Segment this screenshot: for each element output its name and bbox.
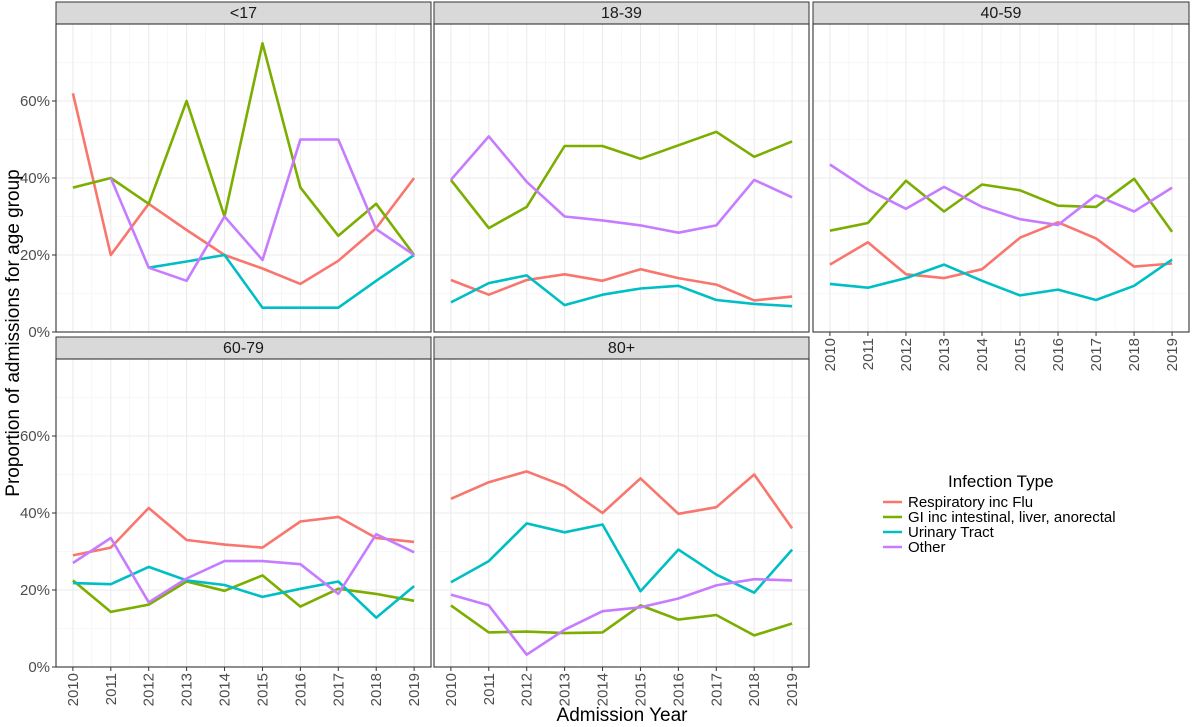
panels-layer: <17 18-39 40-59 60-79 80+ (55, 1, 1190, 668)
x-tick-label: 2016 (670, 673, 687, 706)
facet-4-border (433, 358, 810, 668)
legend-title: Infection Type (948, 472, 1054, 491)
facet-0-line-respiratory-inc-flu (71, 93, 416, 286)
legend-item-urinary-tract: Urinary Tract (883, 524, 995, 541)
x-axis-title: Admission Year (557, 705, 689, 726)
y-tick-label: 60% (20, 93, 50, 110)
facet-2-border (812, 23, 1190, 333)
facet-0-line-other (109, 138, 415, 283)
facet-3-line-respiratory-inc-flu (72, 506, 415, 557)
x-tick-label: 2016 (1050, 338, 1067, 371)
x-tick-label: 2017 (330, 673, 347, 706)
x-tick-label: 2013 (557, 673, 574, 706)
x-tick-label: 2019 (1164, 338, 1181, 371)
x-tick-label: 2013 (936, 338, 953, 371)
x-tick-label: 2016 (292, 673, 309, 706)
x-tick-label: 2014 (974, 338, 991, 371)
x-tick-label: 2019 (784, 673, 801, 706)
facet-2-line-respiratory-inc-flu (829, 221, 1173, 280)
y-tick-label: 0% (28, 659, 50, 676)
x-tick-label: 2014 (217, 673, 234, 706)
facet-0-line-urinary-tract (148, 253, 415, 309)
x-tick-label: 2012 (898, 338, 915, 371)
x-tick-label: 2015 (254, 673, 271, 706)
x-tick-label: 2019 (406, 673, 423, 706)
legend-label: Respiratory inc Flu (908, 494, 1033, 511)
facet-4-line-other (450, 577, 793, 656)
legend-item-gi-inc-intestinal-liver-anorectal: GI inc intestinal, liver, anorectal (883, 509, 1116, 526)
legend-label: Urinary Tract (908, 524, 995, 541)
facet-1-panel: 18-39 (433, 1, 810, 333)
x-tick-label: 2018 (368, 673, 385, 706)
facet-1-border (433, 23, 810, 333)
facet-3-line-urinary-tract (72, 565, 415, 619)
facet-2-strip-label: 40-59 (981, 5, 1022, 22)
facet-3-grid (56, 359, 431, 668)
facet-0-panel: <17 (55, 1, 432, 333)
x-tick-label: 2017 (1088, 338, 1105, 371)
y-tick-label: 0% (28, 324, 50, 341)
x-tick-label: 2015 (1012, 338, 1029, 371)
facet-1-grid (434, 24, 809, 333)
facet-0-strip-label: <17 (230, 5, 257, 22)
legend-label: GI inc intestinal, liver, anorectal (908, 509, 1116, 526)
facet-1-line-other (449, 135, 793, 234)
x-tick-label: 2017 (708, 673, 725, 706)
facet-4-line-urinary-tract (450, 522, 794, 594)
x-tick-label: 2013 (179, 673, 196, 706)
facet-1-line-gi-inc-intestinal-liver-anorectal (449, 130, 793, 230)
y-tick-label: 40% (20, 170, 50, 187)
y-tick-label: 20% (20, 247, 50, 264)
facet-2-line-gi-inc-intestinal-liver-anorectal (829, 177, 1174, 233)
facet-2-panel: 40-59 (812, 1, 1190, 333)
facet-4-strip-label: 80+ (608, 340, 635, 357)
facet-1-line-urinary-tract (450, 274, 793, 308)
x-tick-label: 2012 (519, 673, 536, 706)
legend-label: Other (908, 539, 946, 556)
facet-1-strip-label: 18-39 (601, 5, 642, 22)
facet-4-panel: 80+ (433, 336, 810, 668)
x-tick-label: 2018 (1126, 338, 1143, 371)
y-axis-title: Proportion of admissions for age group (3, 169, 24, 496)
facet-3-line-gi-inc-intestinal-liver-anorectal (72, 574, 415, 614)
facet-4-grid (434, 359, 809, 668)
facet-3-strip-label: 60-79 (223, 340, 264, 357)
y-tick-label: 40% (20, 505, 50, 522)
facet-3-panel: 60-79 (55, 336, 432, 668)
facet-4-line-respiratory-inc-flu (450, 470, 794, 530)
x-tick-label: 2011 (860, 338, 877, 370)
facet-2-line-urinary-tract (829, 258, 1173, 302)
x-tick-label: 2014 (595, 673, 612, 706)
axes-layer: 0% 20% 40% 60% 2010 2011 2012 2013 2014 2015 2016 2… (20, 93, 1181, 706)
x-tick-label: 2010 (822, 338, 839, 371)
facet-3-line-other (72, 532, 415, 604)
facet-1-line-respiratory-inc-flu (450, 267, 793, 302)
y-tick-label: 60% (20, 428, 50, 445)
facet-0-line-gi-inc-intestinal-liver-anorectal (72, 42, 416, 256)
x-tick-label: 2012 (141, 673, 158, 706)
legend-item-other: Other (883, 539, 946, 556)
x-tick-label: 2010 (443, 673, 460, 706)
y-tick-label: 20% (20, 582, 50, 599)
x-tick-label: 2018 (746, 673, 763, 706)
facet-2-line-other (829, 163, 1173, 227)
x-tick-label: 2011 (103, 673, 120, 705)
x-tick-label: 2015 (632, 673, 649, 706)
x-tick-label: 2011 (481, 673, 498, 705)
x-tick-label: 2010 (65, 673, 82, 706)
legend-item-respiratory-inc-flu: Respiratory inc Flu (883, 494, 1033, 511)
